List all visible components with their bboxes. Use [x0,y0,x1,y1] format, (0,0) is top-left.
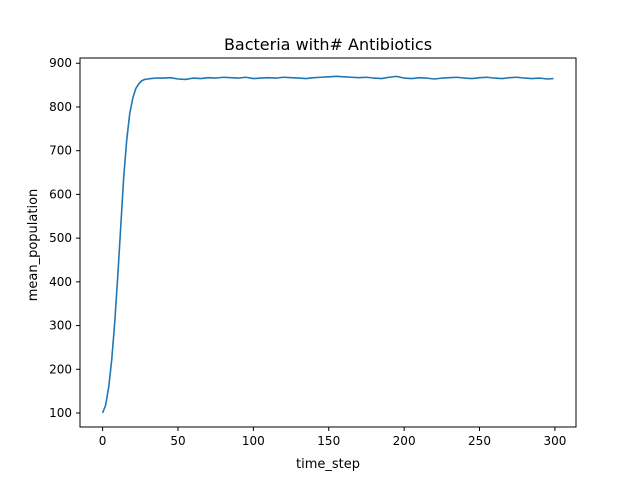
x-tick-label: 300 [543,434,566,448]
x-tick-label: 200 [393,434,416,448]
y-tick-label: 200 [49,362,72,376]
x-axis: 0 50 100 150 200 250 300 [99,427,566,448]
y-tick-label: 900 [49,56,72,70]
x-axis-label: time_step [296,457,360,472]
series-line-0 [101,75,554,414]
y-tick-label: 100 [49,406,72,420]
x-tick-label: 100 [242,434,265,448]
plot-area [101,75,554,414]
x-tick-label: 150 [317,434,340,448]
y-axis: 100 200 300 400 500 600 700 800 900 [49,56,80,420]
x-tick-label: 0 [99,434,107,448]
y-axis-label: mean_population [26,189,41,302]
y-tick-label: 700 [49,144,72,158]
chart-title: Bacteria with# Antibiotics [224,35,432,54]
y-tick-label: 800 [49,100,72,114]
y-tick-label: 400 [49,275,72,289]
y-tick-label: 300 [49,319,72,333]
x-tick-label: 250 [468,434,491,448]
y-tick-label: 500 [49,231,72,245]
x-tick-label: 50 [170,434,185,448]
y-tick-label: 600 [49,187,72,201]
plot-frame [79,57,577,428]
